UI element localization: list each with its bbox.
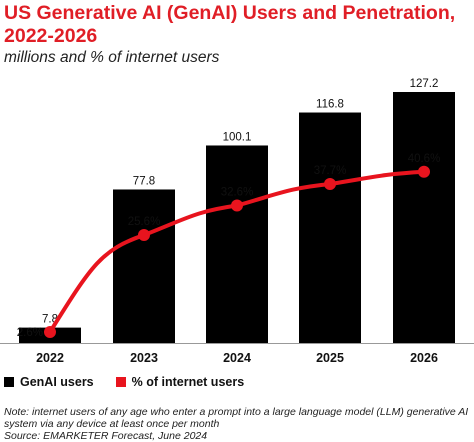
chart-subtitle: millions and % of internet users (4, 49, 220, 66)
penetration-label-2025: 37.7% (314, 165, 347, 177)
chart-legend: GenAI users % of internet users (4, 375, 266, 389)
x-tick-label-2026: 2026 (410, 351, 438, 365)
bar-value-label-2023: 77.8 (133, 175, 155, 187)
bar-2025 (299, 112, 361, 344)
penetration-label-2022: 2.6% (17, 327, 43, 339)
bar-2026 (393, 92, 455, 343)
legend-swatch-bars (4, 377, 14, 387)
chart-title: US Generative AI (GenAI) Users and Penet… (4, 2, 456, 47)
legend-label-penetration: % of internet users (131, 375, 245, 389)
penetration-point-2022 (44, 326, 56, 339)
legend-swatch-line (115, 377, 126, 387)
x-tick-label-2023: 2023 (130, 351, 158, 365)
legend-item-genai-users: GenAI users (4, 375, 94, 389)
penetration-point-2023 (138, 229, 150, 242)
x-tick-label-2022: 2022 (36, 351, 64, 365)
chart-source: Source: EMARKETER Forecast, June 2024 (4, 430, 208, 442)
bar-value-label-2025: 116.8 (316, 99, 344, 111)
bar-2023 (113, 189, 175, 343)
legend-label-genai-users: GenAI users (20, 375, 94, 389)
bar-2024 (206, 145, 268, 343)
penetration-point-2025 (324, 178, 336, 191)
penetration-point-2026 (418, 165, 430, 178)
bar-value-label-2024: 100.1 (223, 131, 252, 143)
bar-value-label-2026: 127.2 (410, 78, 439, 90)
penetration-label-2024: 32.6% (221, 187, 254, 199)
x-tick-label-2024: 2024 (223, 351, 251, 365)
penetration-point-2024 (231, 199, 243, 212)
legend-item-penetration: % of internet users (115, 375, 245, 389)
chart-plot: 7.877.8100.1116.8127.22.6%25.6%32.6%37.7… (0, 78, 474, 365)
x-tick-label-2025: 2025 (316, 351, 344, 365)
penetration-label-2023: 25.6% (128, 216, 161, 228)
penetration-label-2026: 40.6% (408, 153, 441, 165)
chart-note: Note: internet users of any age who ente… (4, 406, 469, 430)
